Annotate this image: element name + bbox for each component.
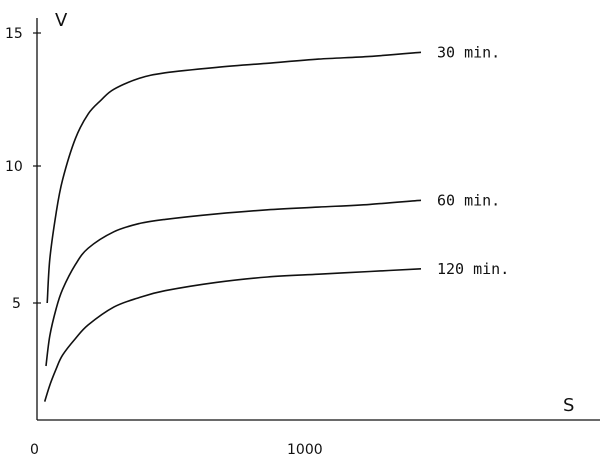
series-label-60-min: 60 min. — [437, 191, 500, 209]
y-tick-label-10: 10 — [5, 159, 23, 175]
series-line-60-min — [45, 199, 422, 367]
y-tick-label-5: 5 — [12, 296, 21, 312]
series-label-30-min: 30 min. — [437, 43, 500, 61]
series-label-120-min: 120 min. — [437, 260, 509, 278]
x-tick-label-1000: 1000 — [287, 442, 323, 458]
series-line-120-min — [43, 268, 422, 402]
x-tick-label-0: 0 — [30, 442, 39, 458]
y-axis-label: V — [55, 10, 68, 31]
x-axis-label: S — [563, 395, 574, 416]
y-tick-label-15: 15 — [5, 26, 23, 42]
series-line-30-min — [46, 51, 422, 304]
